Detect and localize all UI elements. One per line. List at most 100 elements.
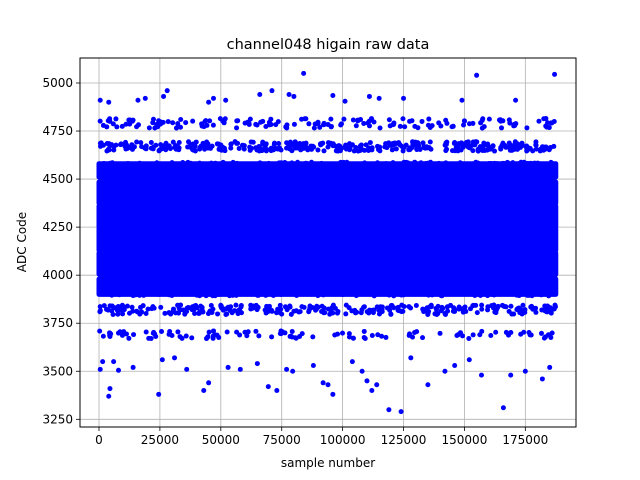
data-point: [275, 248, 281, 254]
data-point: [512, 123, 518, 129]
outlier-point: [349, 359, 355, 365]
data-point: [548, 334, 554, 340]
data-point: [117, 330, 123, 336]
data-point: [145, 306, 151, 312]
outlier-point: [159, 357, 165, 363]
data-point: [496, 179, 502, 185]
data-point: [210, 122, 216, 128]
data-point: [286, 248, 292, 254]
data-point: [156, 147, 162, 153]
data-point: [159, 328, 165, 334]
data-point: [445, 308, 451, 314]
data-point: [241, 146, 247, 152]
data-point: [314, 306, 320, 312]
data-point: [237, 332, 243, 338]
data-point: [260, 200, 266, 206]
outlier-point: [522, 368, 528, 374]
data-point: [230, 225, 236, 231]
data-point: [551, 306, 557, 312]
data-point: [390, 160, 396, 166]
data-point: [149, 174, 155, 180]
data-point: [350, 335, 356, 341]
dense-point-band: [96, 203, 559, 230]
data-point: [521, 159, 527, 165]
data-point: [190, 247, 196, 253]
data-point: [152, 331, 158, 337]
data-point: [137, 292, 143, 298]
data-point: [108, 201, 114, 207]
data-point: [533, 146, 539, 152]
data-point: [357, 179, 363, 185]
data-point: [466, 335, 472, 341]
data-point: [533, 309, 539, 315]
outlier-point: [401, 95, 407, 101]
data-point: [500, 140, 506, 146]
data-point: [436, 160, 442, 166]
data-point: [338, 122, 344, 128]
data-point: [511, 311, 517, 317]
data-point: [229, 310, 235, 316]
data-point: [318, 141, 324, 147]
data-point: [202, 276, 208, 282]
plot-frame: [79, 57, 577, 428]
data-point: [138, 175, 144, 181]
data-point: [222, 179, 228, 185]
data-point: [311, 125, 317, 131]
data-point: [470, 332, 476, 338]
data-point: [222, 161, 228, 167]
data-point: [420, 225, 426, 231]
data-point: [488, 161, 494, 167]
data-point: [171, 306, 177, 312]
outlier-point: [257, 92, 263, 98]
data-point: [415, 125, 421, 131]
outlier-point: [184, 366, 190, 372]
data-point: [97, 304, 103, 310]
data-point: [180, 160, 186, 166]
data-point: [421, 176, 427, 182]
data-point: [218, 226, 224, 232]
outlier-point: [376, 95, 382, 101]
data-point: [217, 248, 223, 254]
data-point: [402, 201, 408, 207]
data-point: [536, 118, 542, 124]
data-point: [506, 140, 512, 146]
data-point: [189, 175, 195, 181]
data-point: [401, 159, 407, 165]
data-point: [257, 160, 263, 166]
data-point: [274, 274, 280, 280]
x-axis-label: sample number: [281, 456, 375, 470]
data-point: [244, 275, 250, 281]
data-point: [461, 122, 467, 128]
data-point: [550, 272, 556, 278]
data-point: [442, 174, 448, 180]
data-point: [521, 201, 527, 207]
data-point: [315, 119, 321, 125]
x-tick-label: 75000: [263, 433, 301, 447]
data-point: [325, 144, 331, 150]
data-point: [109, 303, 115, 309]
data-point: [150, 146, 156, 152]
outlier-point: [237, 366, 243, 372]
data-point: [503, 329, 509, 335]
data-point: [210, 225, 216, 231]
data-point: [169, 291, 175, 297]
data-point: [374, 304, 380, 310]
outlier-point: [156, 391, 162, 397]
data-point: [269, 334, 275, 340]
data-point: [475, 146, 481, 152]
data-point: [134, 201, 140, 207]
data-point: [525, 292, 531, 298]
data-point: [295, 144, 301, 150]
data-point: [361, 328, 367, 334]
outlier-point: [366, 93, 372, 99]
data-point: [412, 159, 418, 165]
data-point: [472, 292, 478, 298]
data-point: [209, 143, 215, 149]
data-point: [439, 304, 445, 310]
data-point: [109, 142, 115, 148]
data-point: [173, 310, 179, 316]
data-point: [153, 142, 159, 148]
data-point: [474, 276, 480, 282]
data-point: [222, 201, 228, 207]
data-point: [388, 174, 394, 180]
